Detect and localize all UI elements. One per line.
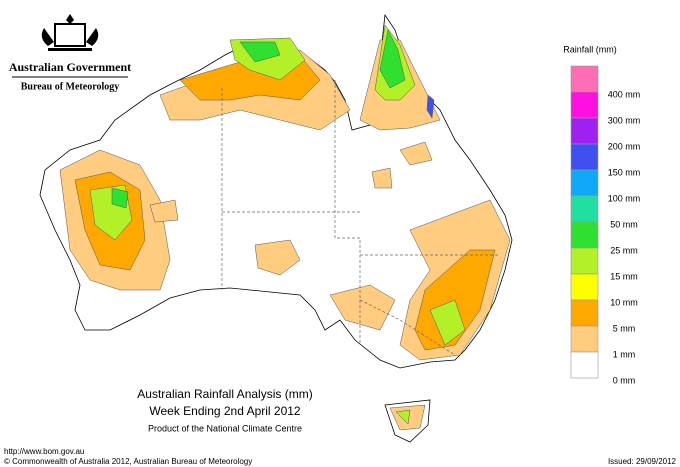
legend-label: 1 mm <box>613 349 636 359</box>
legend-swatch <box>570 273 599 301</box>
legend-swatch <box>570 143 599 171</box>
credit: Product of the National Climate Centre <box>148 423 302 433</box>
agency: Bureau of Meteorology <box>21 81 120 92</box>
legend: 400 mm 300 mm 200 mm 150 mm 100 mm 50 mm 25 mm… <box>570 65 641 385</box>
legend-label: 25 mm <box>610 245 638 255</box>
legend-swatch <box>570 91 599 119</box>
legend-label: 300 mm <box>608 115 641 125</box>
organisation: Australian Government <box>9 60 131 74</box>
map-subtitle: Week Ending 2nd April 2012 <box>149 404 301 418</box>
legend-swatch <box>570 325 599 353</box>
legend-swatch <box>570 247 599 275</box>
legend-label: 10 mm <box>610 297 638 307</box>
rainfall-shading <box>59 24 511 431</box>
legend-label: 50 mm <box>610 219 638 229</box>
legend-swatch <box>570 221 599 249</box>
legend-swatch <box>570 195 599 223</box>
footer-copyright: © Commonwealth of Australia 2012, Austra… <box>4 457 252 466</box>
state-borders <box>221 80 500 356</box>
legend-label: 400 mm <box>608 89 641 99</box>
legend-label: 150 mm <box>608 167 641 177</box>
footer-url: http://www.bom.gov.au <box>4 447 84 456</box>
legend-swatch <box>570 299 599 327</box>
legend-label: 0 mm <box>613 375 636 385</box>
legend-swatch <box>570 351 599 379</box>
crest <box>41 14 99 51</box>
legend-swatch <box>570 65 599 93</box>
legend-label: 5 mm <box>613 323 636 333</box>
legend-title: Rainfall (mm) <box>563 44 617 54</box>
map-title: Australian Rainfall Analysis (mm) <box>137 387 312 401</box>
legend-swatch <box>570 117 599 145</box>
legend-label: 15 mm <box>610 271 638 281</box>
legend-label: 200 mm <box>608 141 641 151</box>
legend-swatch <box>570 169 599 197</box>
footer-issued: Issued: 29/09/2012 <box>608 457 677 466</box>
legend-label: 100 mm <box>608 193 641 203</box>
